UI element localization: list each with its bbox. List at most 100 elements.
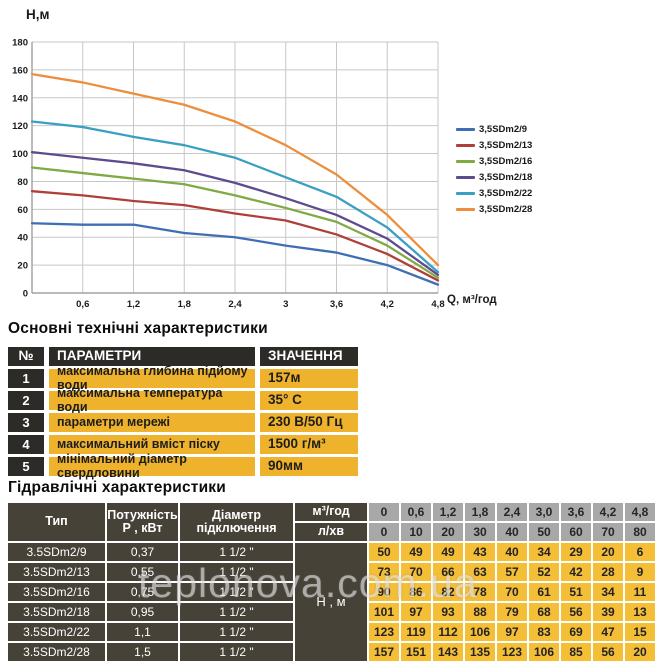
spec-row-number: 5 [8,457,44,476]
legend-label: 3,5SDm2/18 [479,171,533,183]
pump-power-cell: 0,95 [107,603,178,621]
legend-item: 3,5SDm2/16 [456,153,532,169]
y-tick-label: 0 [23,289,28,300]
pump-power-cell: 0,37 [107,543,178,561]
series-line-3,5SDm2/13 [30,190,440,282]
legend-swatch [456,159,475,163]
legend-item: 3,5SDm2/9 [456,121,532,137]
spec-row-number: 1 [8,369,44,388]
head-value-cell: 63 [465,563,495,581]
hydro-header-flow-lmin: л/хв [295,523,367,541]
flow-m3-value: 0,6 [401,503,431,521]
head-value-cell: 119 [401,623,431,641]
spec-row-parameter: максимальна температура води [49,387,255,413]
head-value-cell: 28 [593,563,623,581]
head-value-cell: 52 [529,563,559,581]
spec-row-value: 90мм [260,457,358,476]
legend-swatch [456,175,475,179]
legend-swatch [456,127,475,131]
head-value-cell: 9 [625,563,655,581]
head-value-cell: 112 [433,623,463,641]
specs-table: № ПАРАМЕТРИ ЗНАЧЕННЯ 1 максимальна глибина п… [8,347,358,479]
pump-type-cell: 3.5SDm2/28 [8,643,105,661]
x-tick-label: 1,2 [127,299,140,310]
spec-row-number: 4 [8,435,44,454]
head-value-cell: 79 [497,603,527,621]
legend-swatch [456,207,475,211]
spec-row-parameter: максимальна глибина підйому води [49,365,255,391]
spec-row-value: 1500 г/м³ [260,435,358,454]
series-line-3,5SDm2/16 [30,166,440,279]
pump-diameter-cell: 1 1/2 " [180,603,293,621]
head-value-cell: 93 [433,603,463,621]
x-tick-label: 1,8 [178,299,191,310]
pump-type-cell: 3.5SDm2/13 [8,563,105,581]
pump-curves-chart: Н,м 0 20 40 60 80 100 120 140 160 180 0,6 1,2 1,8 2,4… [0,0,662,315]
head-value-cell: 83 [529,623,559,641]
legend-label: 3,5SDm2/22 [479,187,533,199]
flow-lmin-value: 40 [497,523,527,541]
head-value-cell: 135 [465,643,495,661]
head-value-cell: 61 [529,583,559,601]
flow-m3-value: 2,4 [497,503,527,521]
pump-type-cell: 3.5SDm2/22 [8,623,105,641]
flow-lmin-value: 10 [401,523,431,541]
head-value-cell: 43 [465,543,495,561]
head-value-cell: 49 [433,543,463,561]
head-value-cell: 29 [561,543,591,561]
hydro-header-power: Потужність Р , кВт [107,503,178,541]
spec-row-value: 35° С [260,391,358,410]
y-tick-label: 140 [12,93,28,104]
head-value-cell: 11 [625,583,655,601]
x-tick-label: 3,6 [330,299,343,310]
spec-row-parameter: параметри мережі [49,413,255,432]
legend-item: 3,5SDm2/22 [456,185,532,201]
pump-diameter-cell: 1 1/2 " [180,623,293,641]
head-value-cell: 50 [369,543,399,561]
spec-row-value: 157м [260,369,358,388]
head-value-cell: 90 [369,583,399,601]
y-tick-label: 100 [12,149,28,160]
flow-m3-value: 4,2 [593,503,623,521]
flow-lmin-value: 80 [625,523,655,541]
head-value-cell: 78 [465,583,495,601]
flow-lmin-value: 70 [593,523,623,541]
y-tick-label: 180 [12,38,28,49]
specs-section-title: Основні технічні характеристики [8,320,268,337]
flow-m3-value: 1,8 [465,503,495,521]
flow-m3-value: 3,0 [529,503,559,521]
head-value-cell: 86 [401,583,431,601]
pump-power-cell: 0,55 [107,563,178,581]
y-tick-label: 40 [17,233,28,244]
flow-lmin-value: 50 [529,523,559,541]
x-tick-label: 3 [283,299,288,310]
series-line-3,5SDm2/9 [30,222,440,286]
hydro-header-flow-m3: м³/год [295,503,367,521]
head-value-cell: 70 [401,563,431,581]
head-value-cell: 47 [593,623,623,641]
pump-type-cell: 3.5SDm2/9 [8,543,105,561]
head-meters-merged-cell: Н , м [295,543,367,661]
series-line-3,5SDm2/18 [30,151,440,277]
hydraulics-table: Тип Потужність Р , кВт Діаметр підключення м³… [8,503,655,661]
spec-row-number: 3 [8,413,44,432]
pump-type-cell: 3.5SDm2/16 [8,583,105,601]
spec-row-number: 2 [8,391,44,410]
head-value-cell: 68 [529,603,559,621]
series-line-3,5SDm2/22 [30,120,440,274]
legend-swatch [456,191,475,195]
y-tick-label: 160 [12,65,28,76]
head-value-cell: 20 [625,643,655,661]
head-value-cell: 69 [561,623,591,641]
flow-m3-value: 1,2 [433,503,463,521]
legend-item: 3,5SDm2/18 [456,169,532,185]
legend-swatch [456,143,475,147]
pump-diameter-cell: 1 1/2 " [180,543,293,561]
legend-item: 3,5SDm2/13 [456,137,532,153]
head-value-cell: 123 [369,623,399,641]
x-tick-label: 2,4 [228,299,242,310]
head-value-cell: 20 [593,543,623,561]
y-tick-label: 60 [17,205,28,216]
spec-row-value: 230 В/50 Гц [260,413,358,432]
